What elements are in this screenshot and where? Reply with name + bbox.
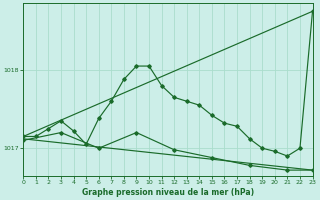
X-axis label: Graphe pression niveau de la mer (hPa): Graphe pression niveau de la mer (hPa) — [82, 188, 254, 197]
